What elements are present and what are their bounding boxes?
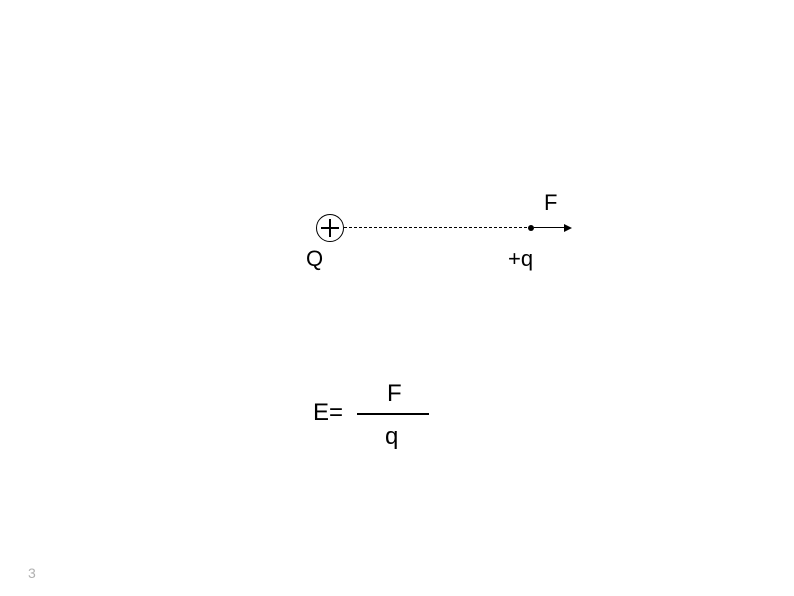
page-number: 3 <box>28 565 36 581</box>
force-arrow-head <box>564 224 572 232</box>
force-arrow-shaft <box>534 227 566 228</box>
source-charge-symbol <box>316 214 344 242</box>
equation-lhs: E= <box>313 401 343 425</box>
test-charge-label: +q <box>508 248 533 270</box>
equation-fraction-bar <box>357 413 429 415</box>
force-label: F <box>544 192 557 214</box>
source-charge-label: Q <box>306 248 323 270</box>
distance-dashed-line <box>344 227 532 228</box>
equation-denominator: q <box>385 425 398 449</box>
test-charge-dot <box>528 225 534 231</box>
plus-vertical <box>329 219 330 237</box>
equation-numerator: F <box>387 382 402 406</box>
